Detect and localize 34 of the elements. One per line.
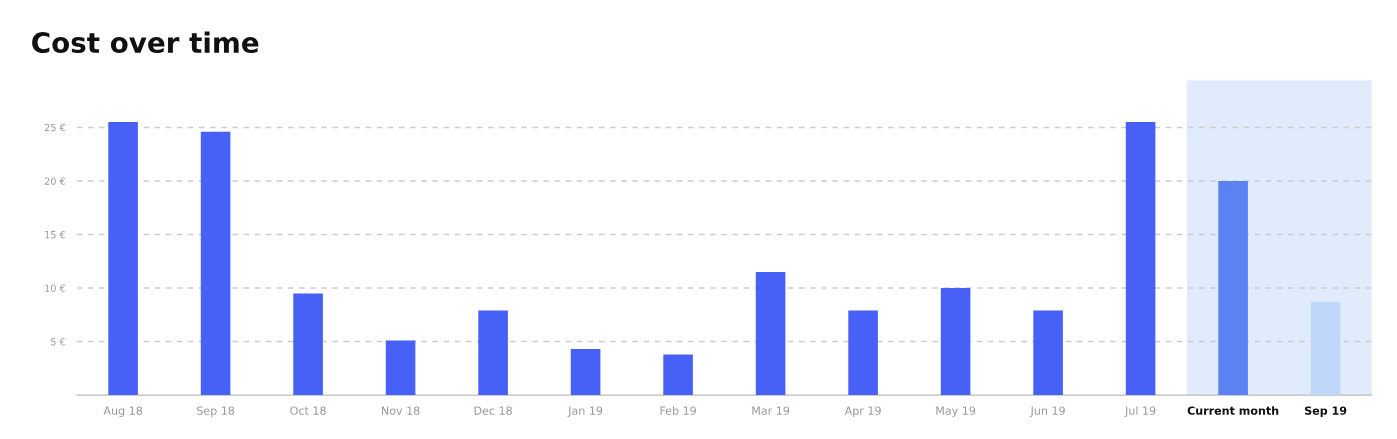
bar	[1310, 301, 1341, 396]
x-tick-label: Jun 19	[1030, 406, 1065, 417]
x-tick-label: Dec 18	[474, 406, 512, 415]
x-tick-label: Aug 18	[103, 406, 143, 417]
bar	[755, 271, 786, 396]
x-tick-label: Apr 19	[844, 406, 881, 417]
x-tick-label: Feb 19	[660, 406, 696, 415]
y-tick-label: 10 €	[45, 284, 66, 292]
bar	[663, 354, 693, 396]
bar	[940, 288, 971, 396]
x-tick-label: Current month	[1187, 406, 1279, 415]
x-tick-label: Nov 18	[382, 406, 420, 415]
x-tick-label: Sep 19	[1304, 406, 1347, 417]
x-tick-label: Jan 19	[567, 406, 603, 417]
x-tick-label: Oct 18	[290, 406, 326, 415]
y-tick-label: 15 €	[45, 230, 66, 239]
bar	[478, 310, 508, 396]
bar	[1033, 310, 1063, 396]
y-tick-label: 5 €	[51, 338, 66, 346]
bar	[848, 310, 878, 396]
bar	[570, 349, 601, 396]
bar	[1125, 122, 1156, 396]
bar	[108, 122, 138, 396]
x-tick-label: Sep 18	[197, 406, 235, 417]
chart-title: Cost over time	[32, 31, 259, 54]
bar	[385, 340, 416, 396]
y-tick-label: 20 €	[44, 177, 66, 185]
bar	[293, 293, 323, 396]
x-tick-label: Mar 19	[752, 406, 790, 415]
bar	[200, 131, 231, 396]
x-tick-label: Jul 19	[1124, 406, 1156, 417]
y-tick-label: 25 €	[44, 123, 66, 132]
x-tick-label: May 19	[936, 406, 976, 417]
bar	[1218, 180, 1248, 396]
